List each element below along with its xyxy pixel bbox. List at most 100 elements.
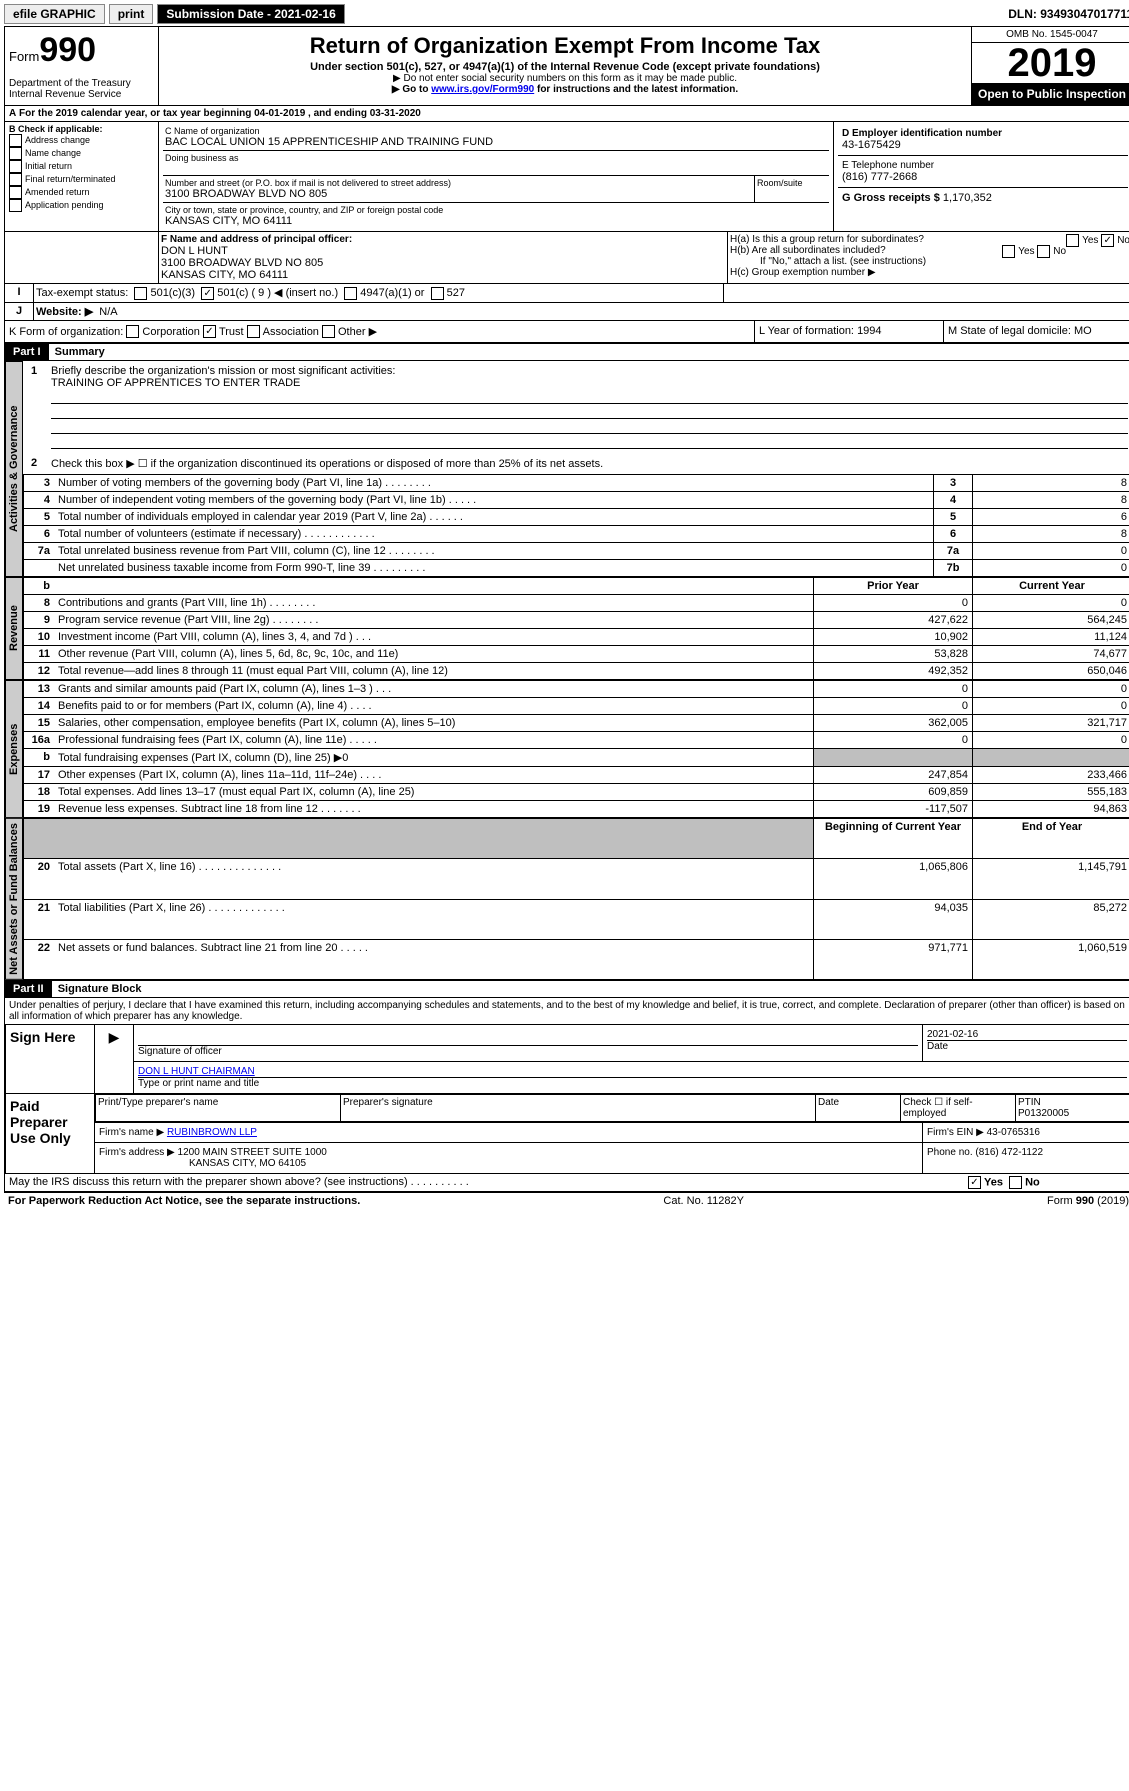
firm-ein-value: 43-0765316 [987, 1127, 1040, 1138]
part1-header: Part I Summary [5, 343, 1129, 361]
paid-preparer-label: Paid Preparer Use Only [6, 1094, 95, 1174]
hc-label: H(c) Group exemption number ▶ [730, 267, 1129, 278]
dln-label: DLN: 93493047017711 [1008, 7, 1129, 21]
prep-date-label: Date [816, 1095, 901, 1122]
firm-ein-label: Firm's EIN ▶ [927, 1127, 984, 1138]
form-container: Form990 Department of the Treasury Inter… [4, 26, 1129, 1193]
tax-status-row: I Tax-exempt status: 501(c)(3) ✓501(c) (… [5, 284, 1129, 303]
website-row: J Website: ▶ N/A [5, 303, 1129, 321]
firm-name-link[interactable]: RUBINBROWN LLP [167, 1127, 257, 1138]
firm-addr-label: Firm's address ▶ [99, 1147, 175, 1158]
4947-checkbox[interactable] [344, 287, 357, 300]
hb-no-checkbox[interactable] [1037, 245, 1050, 258]
ein-value: 43-1675429 [842, 139, 1124, 151]
firm-city-value: KANSAS CITY, MO 64105 [99, 1158, 306, 1169]
sig-date: 2021-02-16 [927, 1029, 1127, 1040]
netassets-tab: Net Assets or Fund Balances [5, 818, 23, 980]
summary-governance: Activities & Governance 1Briefly describ… [5, 361, 1129, 577]
street-address: 3100 BROADWAY BLVD NO 805 [165, 188, 752, 200]
city-state-zip: KANSAS CITY, MO 64111 [165, 215, 827, 227]
officer-addr1: 3100 BROADWAY BLVD NO 805 [161, 257, 725, 269]
dept-label: Department of the Treasury Internal Reve… [9, 78, 154, 100]
corp-checkbox[interactable] [126, 325, 139, 338]
klm-row: K Form of organization: Corporation ✓Tru… [5, 321, 1129, 344]
tax-year: 2019 [972, 43, 1129, 83]
sign-here-label: Sign Here [6, 1025, 95, 1094]
firm-addr-value: 1200 MAIN STREET SUITE 1000 [178, 1147, 327, 1158]
city-label: City or town, state or province, country… [165, 205, 827, 215]
governance-tab: Activities & Governance [5, 361, 23, 577]
hb-note: If "No," attach a list. (see instruction… [730, 256, 1129, 267]
officer-label: F Name and address of principal officer: [161, 234, 725, 245]
room-label: Room/suite [754, 176, 829, 202]
firm-phone-label: Phone no. [927, 1147, 973, 1158]
ptin-label: PTIN [1018, 1097, 1041, 1108]
line-a: A For the 2019 calendar year, or tax yea… [5, 106, 1129, 122]
open-public: Open to Public Inspection [972, 83, 1129, 105]
print-button[interactable]: print [109, 4, 154, 24]
expenses-tab: Expenses [5, 680, 23, 818]
footer-center: Cat. No. 11282Y [663, 1195, 744, 1207]
note-ssn: ▶ Do not enter social security numbers o… [163, 73, 967, 84]
year-formation: 1994 [857, 325, 881, 337]
state-domicile: MO [1074, 325, 1092, 337]
line2-label: Check this box ▶ ☐ if the organization d… [51, 458, 603, 470]
officer-name: DON L HUNT [161, 245, 725, 257]
discuss-yes-checkbox[interactable]: ✓ [968, 1176, 981, 1189]
gross-receipts-value: 1,170,352 [943, 192, 992, 204]
ha-no-checkbox[interactable]: ✓ [1101, 234, 1114, 247]
officer-block: F Name and address of principal officer:… [5, 232, 1129, 284]
501c-checkbox[interactable]: ✓ [201, 287, 214, 300]
footer-left: For Paperwork Reduction Act Notice, see … [8, 1195, 360, 1207]
527-checkbox[interactable] [431, 287, 444, 300]
officer-addr2: KANSAS CITY, MO 64111 [161, 269, 725, 281]
form-subtitle: Under section 501(c), 527, or 4947(a)(1)… [163, 61, 967, 73]
summary-revenue: Revenue bPrior YearCurrent Year8Contribu… [5, 577, 1129, 680]
assoc-checkbox[interactable] [247, 325, 260, 338]
revenue-tab: Revenue [5, 577, 23, 680]
form-number: Form990 [9, 31, 154, 70]
submission-date-button[interactable]: Submission Date - 2021-02-16 [157, 4, 344, 24]
line1-label: Briefly describe the organization's miss… [51, 365, 395, 377]
footer-right: Form 990 (2019) [1047, 1195, 1129, 1207]
top-bar: efile GRAPHIC print Submission Date - 20… [4, 4, 1129, 24]
ptin-value: P01320005 [1018, 1108, 1069, 1119]
summary-netassets: Net Assets or Fund Balances Beginning of… [5, 818, 1129, 980]
efile-button[interactable]: efile GRAPHIC [4, 4, 105, 24]
phone-value: (816) 777-2668 [842, 171, 1124, 183]
ha-label: H(a) Is this a group return for subordin… [730, 234, 1129, 245]
c-name-label: C Name of organization [165, 126, 827, 136]
line1-value: TRAINING OF APPRENTICES TO ENTER TRADE [51, 377, 300, 389]
page-footer: For Paperwork Reduction Act Notice, see … [4, 1193, 1129, 1209]
officer-name-title[interactable]: DON L HUNT CHAIRMAN [138, 1066, 1127, 1077]
hb-yes-checkbox[interactable] [1002, 245, 1015, 258]
gross-receipts-label: G Gross receipts $ [842, 192, 940, 204]
summary-expenses: Expenses 13Grants and similar amounts pa… [5, 680, 1129, 818]
arrow-icon: ▶ [109, 1029, 120, 1045]
org-name: BAC LOCAL UNION 15 APPRENTICESHIP AND TR… [165, 136, 827, 148]
signature-table: Sign Here ▶ Signature of officer 2021-02… [5, 1024, 1129, 1174]
ha-yes-checkbox[interactable] [1066, 234, 1079, 247]
ein-label: D Employer identification number [842, 128, 1124, 139]
firm-name-label: Firm's name ▶ [99, 1127, 164, 1138]
discuss-row: May the IRS discuss this return with the… [5, 1174, 1129, 1192]
discuss-no-checkbox[interactable] [1009, 1176, 1022, 1189]
info-block: B Check if applicable: Address changeNam… [5, 122, 1129, 232]
prep-sig-label: Preparer's signature [341, 1095, 816, 1122]
form-header: Form990 Department of the Treasury Inter… [5, 27, 1129, 106]
website-value: N/A [99, 306, 117, 318]
name-title-label: Type or print name and title [138, 1077, 1127, 1089]
phone-label: E Telephone number [842, 160, 1124, 171]
other-checkbox[interactable] [322, 325, 335, 338]
prep-name-label: Print/Type preparer's name [96, 1095, 341, 1122]
sig-date-label: Date [927, 1040, 1127, 1052]
irs-link[interactable]: www.irs.gov/Form990 [431, 84, 534, 95]
firm-phone-value: (816) 472-1122 [975, 1147, 1043, 1158]
dba-label: Doing business as [165, 153, 827, 163]
trust-checkbox[interactable]: ✓ [203, 325, 216, 338]
street-label: Number and street (or P.O. box if mail i… [165, 178, 752, 188]
part2-header: Part II Signature Block [5, 980, 1129, 998]
note-link: ▶ Go to www.irs.gov/Form990 for instruct… [163, 84, 967, 95]
sig-officer-label: Signature of officer [138, 1045, 918, 1057]
501c3-checkbox[interactable] [134, 287, 147, 300]
